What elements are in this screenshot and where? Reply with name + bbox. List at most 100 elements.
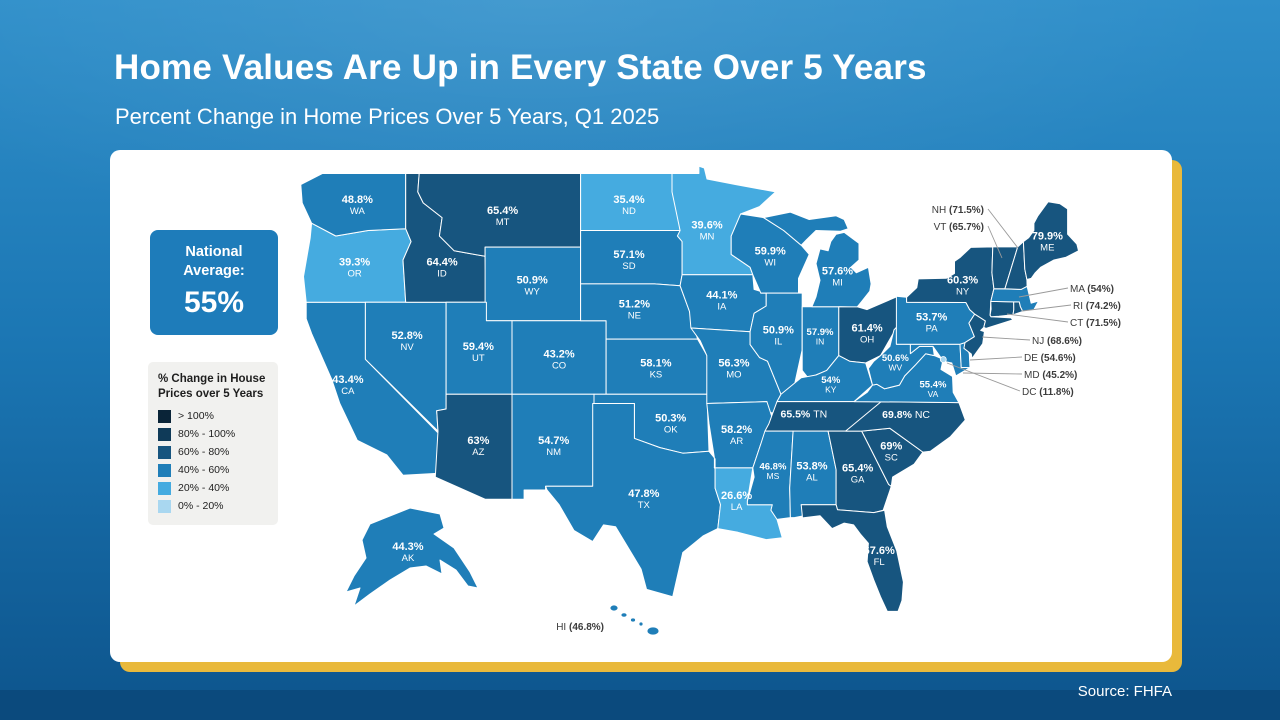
state-ny	[906, 246, 1014, 329]
state-label-co: 43.2% CO	[543, 348, 574, 371]
legend-bin-label: 80% - 100%	[178, 428, 236, 441]
state-label-or: 39.3% OR	[339, 256, 370, 279]
state-label-ut: 59.4% UT	[463, 341, 494, 364]
state-label-ma: MA (54%)	[1070, 284, 1114, 295]
state-tx	[545, 403, 721, 598]
state-label-id: 64.4% ID	[426, 256, 457, 279]
states-layer	[300, 165, 1079, 636]
state-label-nj: NJ (68.6%)	[1032, 336, 1082, 347]
legend-swatch	[158, 427, 171, 441]
legend-row: 0% - 20%	[158, 499, 268, 513]
state-label-mo: 56.3% MO	[718, 358, 749, 381]
state-label-ia: 44.1% IA	[706, 289, 737, 312]
state-label-ar: 58.2% AR	[721, 424, 752, 447]
legend: % Change in House Prices over 5 Years > …	[148, 362, 278, 525]
state-label-md: MD (45.2%)	[1024, 370, 1077, 381]
legend-bin-label: 20% - 40%	[178, 482, 230, 495]
state-label-ks: 58.1% KS	[640, 358, 671, 381]
state-label-wy: 50.9% WY	[517, 275, 548, 298]
state-label-ri: RI (74.2%)	[1073, 301, 1121, 312]
state-label-nv: 52.8% NV	[391, 330, 422, 353]
state-label-ct: CT (71.5%)	[1070, 318, 1121, 329]
state-me	[1022, 201, 1079, 280]
state-label-nc: 69.8% NC	[882, 409, 930, 421]
legend-swatch	[158, 445, 171, 459]
state-label-ok: 50.3% OK	[655, 413, 686, 436]
state-label-la: 26.6% LA	[721, 490, 752, 513]
national-average-box: National Average: 55%	[150, 230, 278, 335]
legend-bin-label: 40% - 60%	[178, 464, 230, 477]
state-label-hi: HI (46.8%)	[556, 622, 604, 633]
national-average-label: National Average:	[183, 244, 245, 279]
state-hi-island	[609, 604, 619, 612]
chart-card: National Average: 55% % Change in House …	[110, 150, 1172, 662]
state-label-pa: 53.7% PA	[916, 312, 947, 335]
state-label-oh: 61.4% OH	[851, 323, 882, 346]
state-label-nm: 54.7% NM	[538, 435, 569, 458]
leader-line-nj	[981, 336, 1031, 341]
state-hi-island	[620, 612, 628, 618]
state-label-wa: 48.8% WA	[342, 194, 373, 217]
state-label-mn: 39.6% MN	[691, 220, 722, 243]
state-label-va: 55.4% VA	[920, 380, 947, 400]
leader-line-nh	[987, 208, 1019, 249]
leader-line-ct	[1006, 313, 1069, 323]
state-vt	[991, 246, 1019, 290]
legend-row: > 100%	[158, 409, 268, 423]
page-subtitle: Percent Change in Home Prices Over 5 Yea…	[115, 104, 660, 129]
legend-row: 40% - 60%	[158, 463, 268, 477]
state-fl	[800, 504, 904, 612]
state-label-tn: 65.5% TN	[781, 408, 828, 420]
state-label-nd: 35.4% ND	[613, 194, 644, 217]
legend-bin-label: > 100%	[178, 410, 214, 423]
national-average-value: 55%	[183, 285, 245, 319]
legend-row: 80% - 100%	[158, 427, 268, 441]
state-label-in: 57.9% IN	[807, 327, 834, 347]
leader-line-de	[969, 356, 1023, 361]
state-hi-island	[638, 621, 644, 627]
footer-band	[0, 690, 1280, 720]
state-hi-island	[630, 617, 636, 623]
state-label-wv: 50.6% WV	[882, 353, 909, 373]
state-label-al: 53.8% AL	[796, 461, 827, 484]
leader-line-dc	[946, 362, 1021, 392]
state-label-wi: 59.9% WI	[755, 245, 786, 268]
state-label-tx: 47.8% TX	[628, 488, 659, 511]
leader-line-ma	[1018, 287, 1069, 298]
legend-swatch	[158, 499, 171, 513]
state-label-ne: 51.2% NE	[619, 299, 650, 322]
legend-swatch	[158, 481, 171, 495]
page-title: Home Values Are Up in Every State Over 5…	[114, 48, 927, 87]
state-mi	[763, 211, 849, 246]
us-choropleth-map: 43.4% CA 39.3% OR 48.8% WA 52.8% NV 64.4% ID 65.4%…	[300, 165, 1121, 636]
state-label-mt: 65.4% MT	[487, 205, 518, 228]
state-mi	[811, 231, 872, 308]
leader-line-ri	[1021, 304, 1072, 312]
legend-rows: > 100% 80% - 100% 60% - 80% 40% - 60% 20% - …	[158, 409, 268, 513]
legend-title: % Change in House Prices over 5 Years	[158, 373, 266, 400]
state-ak	[345, 507, 479, 607]
labels-layer: 43.4% CA 39.3% OR 48.8% WA 52.8% NV 64.4% ID 65.4%…	[332, 194, 1121, 633]
state-label-nh: NH (71.5%)	[932, 205, 984, 216]
state-label-ga: 65.4% GA	[842, 462, 873, 485]
legend-swatch	[158, 463, 171, 477]
leader-line-md	[962, 372, 1023, 375]
state-label-sc: 69% SC	[880, 440, 902, 463]
state-label-mi: 57.6% MI	[822, 266, 853, 289]
state-label-ny: 60.3% NY	[947, 275, 978, 298]
state-label-az: 63% AZ	[467, 435, 489, 458]
source-attribution: Source: FHFA	[1077, 683, 1172, 700]
state-label-vt: VT (65.7%)	[934, 222, 984, 233]
state-label-de: DE (54.6%)	[1024, 353, 1076, 364]
leader-line-vt	[987, 225, 1003, 259]
legend-row: 60% - 80%	[158, 445, 268, 459]
state-dc-dot	[939, 356, 947, 363]
legend-row: 20% - 40%	[158, 481, 268, 495]
state-label-me: 79.9% ME	[1032, 231, 1063, 254]
legend-swatch	[158, 409, 171, 423]
state-il	[749, 292, 803, 395]
state-hi-island	[646, 626, 660, 636]
state-label-ky: 54% KY	[821, 375, 841, 395]
legend-bin-label: 60% - 80%	[178, 446, 230, 459]
